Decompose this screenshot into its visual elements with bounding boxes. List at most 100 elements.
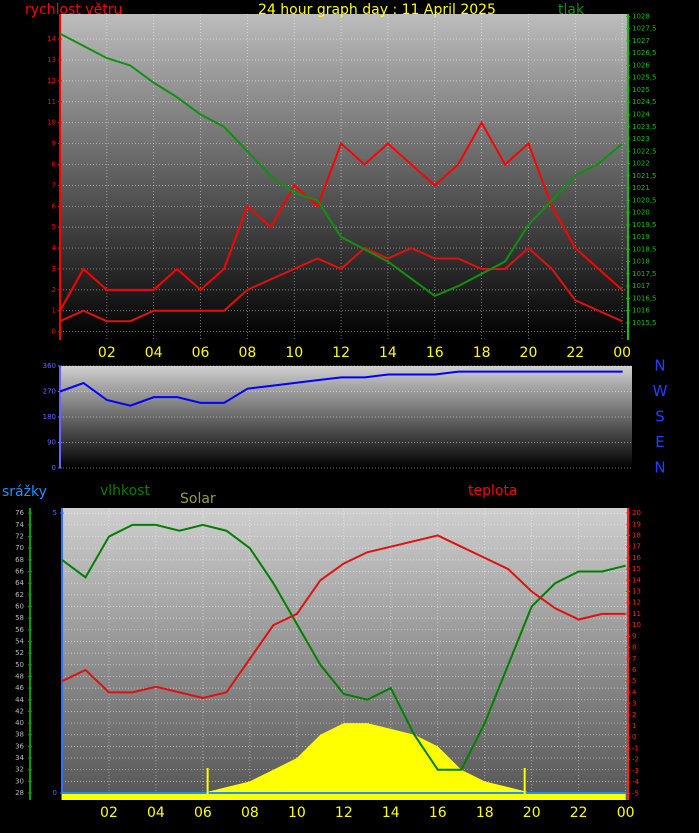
y2-tick-label: 1025	[632, 86, 650, 94]
y-tick-label: 1	[52, 307, 56, 315]
y2-tick-label: -1	[632, 744, 639, 752]
y-tick-label: 62	[15, 591, 24, 599]
y-tick-label: 52	[15, 649, 24, 657]
y-tick-label: 30	[15, 777, 24, 785]
y-tick-label: 70	[15, 544, 24, 552]
y-tick-label: 9	[52, 140, 56, 148]
y2-tick-label: 0	[632, 733, 636, 741]
solar-label: Solar	[180, 491, 216, 507]
y-tick-label: 48	[15, 672, 24, 680]
y3-tick-label: 0	[53, 789, 57, 797]
x-tick-label: 14	[379, 345, 397, 361]
x-tick-label: 16	[426, 345, 444, 361]
y-tick-label: 360	[43, 362, 56, 370]
y2-tick-label: 19	[632, 520, 641, 528]
x-tick-label: 08	[238, 345, 256, 361]
x-tick-label: 10	[288, 805, 306, 821]
y2-tick-label: 1022	[632, 160, 650, 168]
y-tick-label: 38	[15, 731, 24, 739]
x-tick-label: 18	[476, 805, 494, 821]
y2-tick-label: 8	[632, 644, 636, 652]
y2-tick-label: 1019	[632, 233, 650, 241]
series-line	[61, 523, 626, 771]
x-tick-label: 08	[241, 805, 259, 821]
y-tick-label: 58	[15, 614, 24, 622]
y2-tick-label: 13	[632, 588, 641, 596]
y2-tick-label: 1024	[632, 110, 650, 118]
y-tick-label: 0	[52, 328, 56, 336]
y-tick-label: 56	[15, 626, 24, 634]
x-tick-label: 22	[570, 805, 588, 821]
y2-tick-label: 2	[632, 711, 636, 719]
y-tick-label: 54	[15, 637, 24, 645]
y-tick-label: 44	[15, 696, 24, 704]
y-tick-label: 68	[15, 556, 24, 564]
y2-tick-label: 1016,5	[632, 294, 657, 302]
y-tick-label: 0	[52, 464, 56, 472]
y-tick-label: 6	[52, 202, 57, 210]
y2-tick-label: 1021,5	[632, 172, 657, 180]
direction-label: N	[654, 357, 665, 375]
y2-tick-label: 17	[632, 543, 641, 551]
y-tick-label: 40	[15, 719, 24, 727]
x-tick-label: 22	[566, 345, 584, 361]
x-tick-label: 20	[523, 805, 541, 821]
y2-tick-label: 1019,5	[632, 221, 657, 229]
series-line	[59, 32, 623, 298]
y2-tick-label: 16	[632, 554, 641, 562]
y-tick-label: 76	[15, 509, 24, 517]
x-tick-label: 10	[285, 345, 303, 361]
y2-tick-label: -4	[632, 778, 640, 786]
y2-tick-label: 1023,5	[632, 123, 657, 131]
humidity-label: vlhkost	[100, 483, 151, 499]
y2-tick-label: -3	[632, 767, 639, 775]
y-tick-label: 4	[52, 244, 57, 252]
y-tick-label: 28	[15, 789, 24, 797]
y2-tick-label: 1022,5	[632, 147, 657, 155]
y-tick-label: 60	[15, 602, 24, 610]
y-tick-label: 5	[52, 223, 56, 231]
y2-tick-label: 1026,5	[632, 49, 657, 57]
x-tick-label: 16	[429, 805, 447, 821]
direction-label: W	[653, 382, 668, 400]
y-tick-label: 46	[15, 684, 24, 692]
y2-tick-label: 1027	[632, 37, 650, 45]
x-tick-label: 18	[473, 345, 491, 361]
y-tick-label: 8	[52, 160, 56, 168]
x-tick-label: 12	[335, 805, 353, 821]
y2-tick-label: 15	[632, 565, 641, 573]
y-tick-label: 50	[15, 661, 24, 669]
y2-tick-label: 9	[632, 632, 636, 640]
solar-area	[62, 723, 626, 800]
y2-tick-label: 1017,5	[632, 270, 657, 278]
y-tick-label: 90	[47, 439, 56, 447]
direction-label: E	[655, 433, 664, 451]
y-tick-label: 2	[52, 286, 56, 294]
y2-tick-label: 1020	[632, 209, 650, 217]
y-tick-label: 3	[52, 265, 56, 273]
y2-tick-label: 11	[632, 610, 641, 618]
chart-title: 24 hour graph day : 11 April 2025	[258, 2, 496, 18]
y-tick-label: 10	[47, 119, 56, 127]
x-tick-label: 04	[147, 805, 165, 821]
y-tick-label: 11	[47, 98, 56, 106]
direction-label: S	[655, 408, 665, 426]
y-tick-label: 13	[47, 56, 56, 64]
x-tick-label: 12	[332, 345, 350, 361]
pressure-label: tlak	[558, 2, 585, 18]
x-tick-label: 14	[382, 805, 400, 821]
y-tick-label: 270	[43, 388, 56, 396]
x-tick-label: 06	[194, 805, 212, 821]
y2-tick-label: 1023	[632, 135, 650, 143]
y-tick-label: 34	[15, 754, 24, 762]
y-tick-label: 14	[47, 35, 56, 43]
y-tick-label: 42	[15, 707, 24, 715]
y-tick-label: 74	[15, 521, 24, 529]
y2-tick-label: 1017	[632, 282, 650, 290]
wind-label: rychlost větru	[25, 2, 122, 18]
y-tick-label: 7	[52, 181, 56, 189]
y2-tick-label: 1024,5	[632, 98, 657, 106]
y-tick-label: 72	[15, 533, 24, 541]
y2-tick-label: -2	[632, 756, 639, 764]
